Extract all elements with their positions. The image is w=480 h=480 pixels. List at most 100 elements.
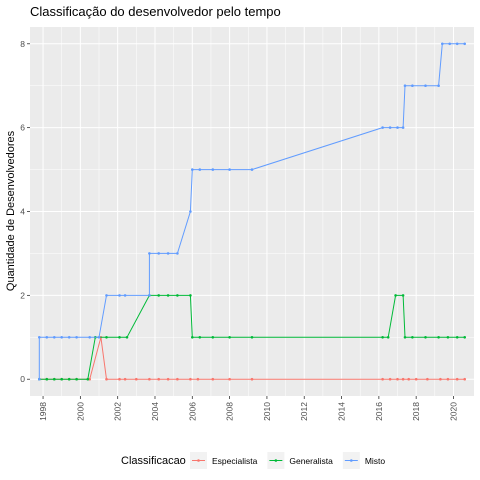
data-point-generalista — [118, 336, 121, 339]
data-point-misto — [228, 168, 231, 171]
data-point-misto — [38, 377, 41, 381]
data-point-misto — [189, 210, 192, 213]
y-axis-title: Quantidade de Desenvolvedores — [5, 130, 17, 291]
x-tick-label: 2018 — [411, 402, 421, 421]
x-tick-label: 2006 — [187, 402, 197, 421]
data-point-especialista — [105, 377, 108, 381]
legend: Classificacao Especialista Generalista Mis… — [121, 452, 385, 469]
data-point-misto — [148, 252, 151, 255]
legend-label-generalista: Generalista — [289, 456, 333, 466]
data-point-especialista — [148, 377, 151, 381]
data-point-misto — [401, 126, 405, 129]
data-point-especialista — [176, 377, 179, 381]
data-point-misto — [403, 84, 407, 87]
data-point-misto — [166, 252, 170, 255]
data-point-misto — [176, 252, 179, 255]
data-point-misto — [198, 168, 202, 171]
data-point-especialista — [228, 377, 231, 381]
data-point-misto — [75, 336, 78, 339]
data-point-misto — [148, 294, 151, 297]
data-point-especialista — [401, 377, 405, 381]
data-point-misto — [191, 168, 194, 171]
legend-key-point — [274, 459, 278, 462]
y-tick-label: 2 — [20, 290, 25, 300]
data-point-misto — [250, 168, 254, 171]
data-point-especialista — [135, 377, 138, 381]
data-point-especialista — [407, 377, 411, 381]
data-point-misto — [448, 42, 452, 46]
data-point-generalista — [386, 336, 390, 339]
data-point-misto — [455, 42, 459, 46]
x-tick-label: 2012 — [299, 402, 309, 421]
data-point-especialista — [250, 377, 254, 381]
data-point-especialista — [189, 377, 192, 381]
data-point-especialista — [196, 377, 200, 381]
data-point-generalista — [53, 377, 56, 381]
data-point-misto — [424, 84, 427, 87]
data-point-especialista — [455, 377, 459, 381]
data-point-misto — [45, 336, 49, 339]
data-point-especialista — [211, 377, 215, 381]
data-point-misto — [463, 42, 467, 46]
data-point-misto — [157, 252, 160, 255]
data-point-generalista — [60, 377, 63, 381]
data-point-generalista — [463, 336, 467, 339]
data-point-generalista — [176, 294, 179, 297]
data-point-misto — [60, 336, 63, 339]
data-point-generalista — [67, 377, 71, 381]
data-point-misto — [437, 84, 440, 87]
data-point-misto — [388, 126, 392, 129]
data-point-misto — [123, 294, 127, 297]
data-point-misto — [38, 336, 41, 339]
y-axis: 0 2 4 6 8 — [20, 39, 30, 384]
x-tick-label: 2014 — [337, 402, 347, 421]
data-point-misto — [118, 294, 121, 297]
data-point-especialista — [439, 377, 442, 381]
data-point-generalista — [157, 294, 160, 297]
x-tick-label: 2002 — [113, 402, 123, 421]
data-point-generalista — [166, 294, 170, 297]
chart-title: Classificação do desenvolvedor pelo temp… — [30, 4, 281, 19]
y-tick-label: 4 — [20, 207, 25, 217]
data-point-misto — [211, 168, 215, 171]
data-point-especialista — [166, 377, 170, 381]
data-point-generalista — [228, 336, 231, 339]
legend-item-misto: Misto — [342, 452, 386, 469]
x-tick-label: 2004 — [150, 402, 160, 421]
data-point-generalista — [189, 294, 192, 297]
legend-item-generalista: Generalista — [267, 452, 333, 469]
x-tick-label: 2020 — [448, 402, 458, 421]
data-point-misto — [441, 42, 444, 46]
data-point-generalista — [191, 336, 194, 339]
data-point-especialista — [88, 377, 91, 381]
data-point-misto — [411, 84, 414, 87]
data-point-generalista — [394, 294, 397, 297]
x-tick-label: 1998 — [38, 402, 48, 421]
data-point-generalista — [105, 336, 108, 339]
data-point-especialista — [446, 377, 450, 381]
data-point-especialista — [381, 377, 384, 381]
data-point-especialista — [396, 377, 399, 381]
data-point-generalista — [125, 336, 129, 339]
data-point-especialista — [426, 377, 429, 381]
data-point-misto — [97, 336, 101, 339]
legend-label-misto: Misto — [365, 456, 386, 466]
data-point-generalista — [250, 336, 254, 339]
data-point-misto — [396, 126, 399, 129]
data-point-generalista — [45, 377, 49, 381]
x-tick-label: 2000 — [75, 402, 85, 421]
legend-title: Classificacao — [121, 455, 186, 467]
data-point-generalista — [86, 377, 90, 381]
data-point-misto — [105, 294, 108, 297]
x-tick-label: 2008 — [225, 402, 235, 421]
legend-key-point — [350, 459, 353, 462]
data-point-generalista — [198, 336, 202, 339]
legend-item-especialista: Especialista — [190, 452, 258, 469]
data-point-generalista — [211, 336, 215, 339]
data-point-especialista — [118, 377, 121, 381]
data-point-misto — [88, 336, 91, 339]
data-point-especialista — [388, 377, 392, 381]
x-tick-label: 2010 — [262, 402, 272, 421]
y-tick-label: 0 — [20, 374, 25, 384]
data-point-generalista — [411, 336, 414, 339]
